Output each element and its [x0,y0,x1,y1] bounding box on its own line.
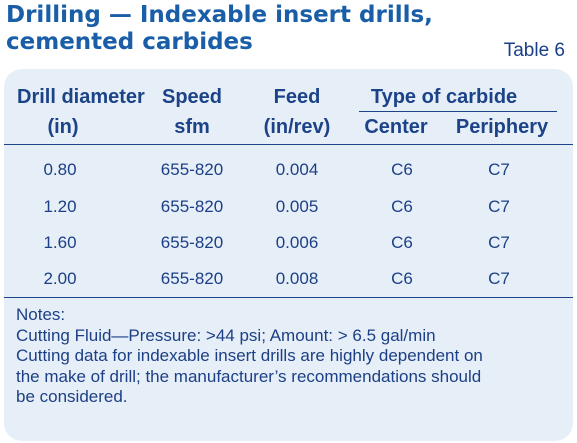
table-number-label: Table 6 [503,40,565,61]
header-type-of-carbide: Type of carbide [370,86,518,108]
cell-center: C6 [391,269,413,288]
cell-center: C6 [391,233,413,252]
cell-center: C6 [391,160,413,179]
title-line-2: cemented carbides [6,29,253,55]
notes-line: the make of drill; the manufacturer’s re… [16,366,482,386]
cell-diameter: 0.80 [43,160,77,179]
cell-diameter: 2.00 [43,269,77,288]
notes-line: be considered. [16,387,128,406]
cell-feed: 0.004 [275,160,319,179]
header-feed-unit: (in/rev) [263,116,331,138]
header-speed-unit: sfm [174,116,210,138]
cell-feed: 0.005 [275,197,319,216]
cell-diameter: 1.60 [43,233,77,252]
data-table-panel: Drill diameter Speed Feed Type of carbid… [4,69,573,441]
notes-line: Cutting Fluid—Pressure: >44 psi; Amount:… [16,325,436,345]
notes-section: Notes: Cutting Fluid—Pressure: >44 psi; … [16,305,561,408]
cell-speed: 655-820 [160,233,224,252]
header-drill-diameter: Drill diameter [17,86,145,108]
cell-speed: 655-820 [160,197,224,216]
notes-line: Cutting data for indexable insert drills… [16,346,483,365]
header-bottom-rule [4,144,573,145]
cell-periphery: C7 [488,233,510,252]
cell-feed: 0.008 [275,269,319,288]
cell-periphery: C7 [488,160,510,179]
cell-feed: 0.006 [275,233,319,252]
header-periphery: Periphery [455,116,549,138]
notes-heading: Notes: [16,305,66,324]
cell-periphery: C7 [488,269,510,288]
header-group-rule [359,111,557,112]
cell-periphery: C7 [488,197,510,216]
cell-speed: 655-820 [160,269,224,288]
table-bottom-rule [4,297,573,298]
header-center: Center [364,116,428,138]
cell-diameter: 1.20 [43,197,77,216]
title-line-1: Drilling — Indexable insert drills, [6,2,433,28]
cell-center: C6 [391,197,413,216]
header-feed: Feed [273,86,321,108]
page-title: Drilling — Indexable insert drills, ceme… [6,2,433,56]
cell-speed: 655-820 [160,160,224,179]
header-drill-diameter-unit: (in) [47,116,79,138]
header-speed: Speed [161,86,223,108]
